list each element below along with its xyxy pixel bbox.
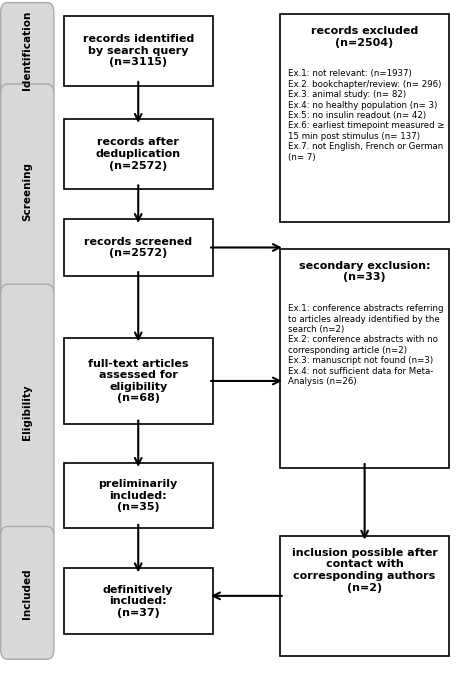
FancyBboxPatch shape [280,14,449,222]
FancyBboxPatch shape [64,219,212,276]
Text: preliminarily
included:
(n=35): preliminarily included: (n=35) [99,479,178,512]
Text: Screening: Screening [22,162,32,221]
Text: secondary exclusion:
(n=33): secondary exclusion: (n=33) [299,261,430,283]
FancyBboxPatch shape [0,3,54,99]
FancyBboxPatch shape [0,84,54,299]
FancyBboxPatch shape [280,249,449,468]
FancyBboxPatch shape [64,119,212,189]
Text: Ex.1: conference abstracts referring
to articles already identified by the
searc: Ex.1: conference abstracts referring to … [288,304,444,386]
FancyBboxPatch shape [64,16,212,86]
Text: records excluded
(n=2504): records excluded (n=2504) [311,26,418,47]
Text: records screened
(n=2572): records screened (n=2572) [84,237,192,258]
FancyBboxPatch shape [280,536,449,656]
Text: definitively
included:
(n=37): definitively included: (n=37) [103,585,173,618]
Text: records after
deduplication
(n=2572): records after deduplication (n=2572) [96,137,181,170]
Text: Ex.1: not relevant: (n=1937)
Ex.2. bookchapter/review: (n= 296)
Ex.3. animal stu: Ex.1: not relevant: (n=1937) Ex.2. bookc… [288,70,445,162]
FancyBboxPatch shape [0,527,54,659]
Text: Identification: Identification [22,11,32,91]
FancyBboxPatch shape [64,463,212,529]
Text: records identified
by search query
(n=3115): records identified by search query (n=31… [82,34,194,67]
Text: Eligibility: Eligibility [22,385,32,440]
FancyBboxPatch shape [0,284,54,541]
FancyBboxPatch shape [64,337,212,425]
FancyBboxPatch shape [64,569,212,634]
Text: full-text articles
assessed for
eligibility
(n=68): full-text articles assessed for eligibil… [88,358,189,404]
Text: inclusion possible after
contact with
corresponding authors
(n=2): inclusion possible after contact with co… [292,548,438,593]
Text: Included: Included [22,568,32,619]
